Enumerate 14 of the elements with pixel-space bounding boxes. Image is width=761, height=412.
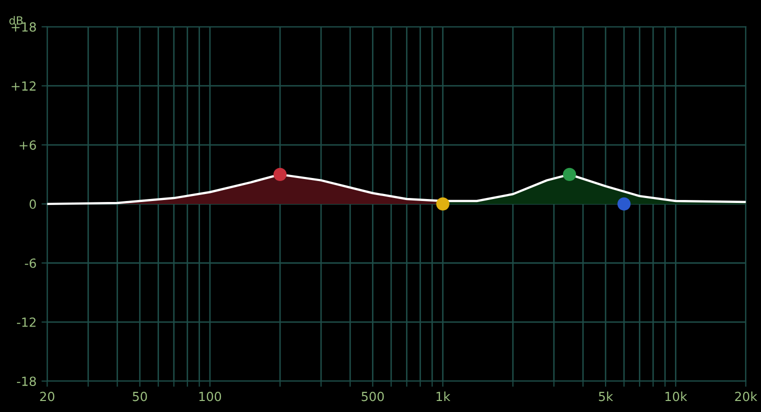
x-tick-label: 1k [436, 392, 450, 402]
y-tick-label: -18 [16, 376, 36, 386]
x-tick-label: 10k [665, 392, 688, 402]
x-tick-label: 5k [598, 392, 614, 402]
y-tick-label: +6 [20, 140, 36, 150]
y-tick-label: +12 [12, 81, 36, 91]
x-tick-label: 20k [735, 392, 758, 402]
x-tick-label: 50 [132, 392, 147, 402]
y-tick-label: -12 [16, 318, 36, 327]
y-tick-label: 0 [30, 199, 36, 209]
x-tick-label: 20 [40, 392, 54, 402]
x-tick-label: 500 [362, 392, 384, 402]
y-tick-label: -6 [24, 258, 36, 268]
x-tick-label: 100 [199, 392, 222, 402]
